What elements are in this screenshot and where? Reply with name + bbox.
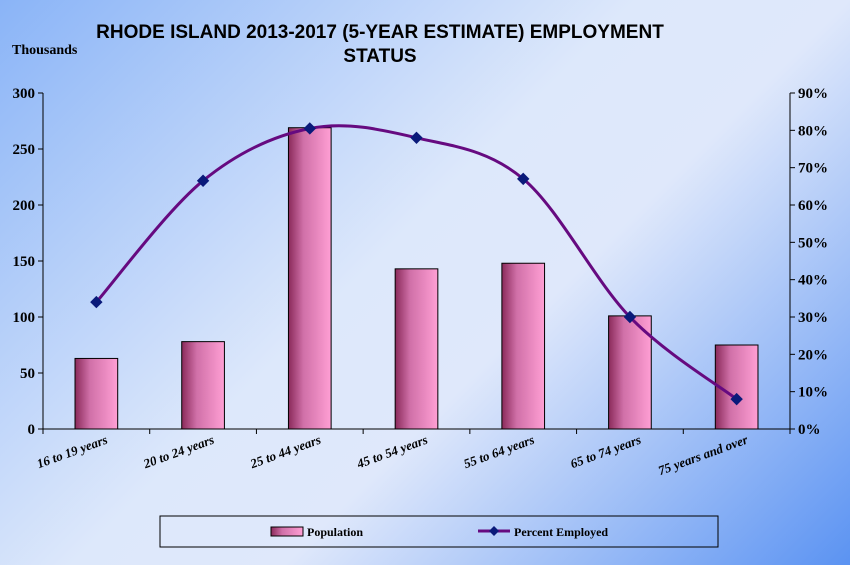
y-left-tick-label: 50 bbox=[20, 366, 35, 382]
bar-population bbox=[608, 315, 652, 430]
x-category-label: 65 to 74 years bbox=[568, 432, 643, 471]
y-left-tick-label: 250 bbox=[13, 142, 36, 158]
y-right-tick-label: 30% bbox=[798, 310, 828, 326]
bar-population bbox=[714, 344, 759, 430]
legend-swatch-population bbox=[270, 526, 304, 537]
legend: Population Percent Employed bbox=[159, 515, 719, 548]
y-left-tick-label: 150 bbox=[13, 254, 36, 270]
y-right-tick-label: 0% bbox=[798, 422, 821, 438]
y-unit-label: Thousands bbox=[12, 43, 78, 58]
x-category-label: 55 to 64 years bbox=[462, 432, 537, 471]
y-left-tick-label: 100 bbox=[13, 310, 36, 326]
y-right-tick-label: 70% bbox=[798, 161, 828, 177]
y-right-tick-label: 40% bbox=[798, 273, 828, 289]
y-right-tick-label: 90% bbox=[798, 86, 828, 102]
y-left-tick-label: 200 bbox=[13, 198, 36, 214]
bar-population bbox=[74, 357, 119, 430]
legend-marker-percent-employed bbox=[489, 526, 499, 536]
x-category-label: 45 to 54 years bbox=[354, 432, 430, 472]
marker-percent-employed bbox=[303, 122, 316, 135]
chart-title-line-1: RHODE ISLAND 2013-2017 (5-YEAR ESTIMATE)… bbox=[96, 22, 664, 43]
y-right-tick-label: 10% bbox=[798, 385, 828, 401]
x-category-label: 25 to 44 years bbox=[247, 432, 323, 472]
y-left-tick-label: 300 bbox=[13, 86, 36, 102]
bar-population bbox=[394, 268, 439, 430]
plot-area: 0 50 100 150 200 250 300 0% 10% 20% 30% 40% 50% 60% 70… bbox=[13, 86, 829, 478]
legend-label-percent-employed: Percent Employed bbox=[514, 525, 608, 539]
bar-population bbox=[501, 262, 546, 430]
marker-percent-employed bbox=[196, 174, 210, 187]
bar-population bbox=[287, 127, 332, 430]
x-category-label: 20 to 24 years bbox=[140, 432, 216, 472]
x-category-label: 75 years and over bbox=[656, 431, 751, 478]
legend-box bbox=[159, 515, 719, 548]
chart-title-line-2: STATUS bbox=[343, 46, 416, 67]
bar-population bbox=[181, 341, 225, 430]
marker-percent-employed bbox=[517, 172, 530, 186]
y-right-tick-label: 50% bbox=[798, 235, 828, 251]
y-right-tick-label: 20% bbox=[798, 347, 828, 363]
y-right-tick-label: 60% bbox=[798, 198, 828, 214]
y-right-tick-label: 80% bbox=[798, 123, 828, 139]
marker-percent-employed bbox=[90, 295, 103, 309]
y-left-tick-label: 0 bbox=[28, 422, 36, 438]
x-category-label: 16 to 19 years bbox=[35, 432, 110, 471]
marker-percent-employed bbox=[410, 131, 423, 145]
marker-percent-employed bbox=[623, 310, 637, 324]
legend-label-population: Population bbox=[307, 525, 363, 539]
marker-percent-employed bbox=[730, 392, 743, 406]
